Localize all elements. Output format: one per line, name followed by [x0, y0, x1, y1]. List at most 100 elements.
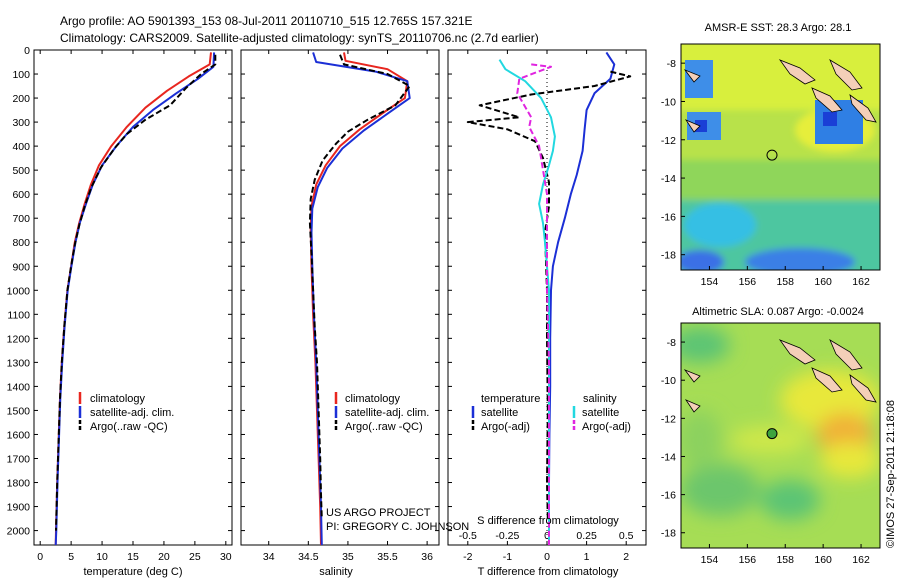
map-y-tick-label: -12 — [661, 135, 676, 147]
map-y-tick-label: -18 — [661, 528, 676, 540]
series-line-t-satellite — [548, 51, 616, 545]
map-y-tick-label: -10 — [661, 96, 676, 108]
y-tick-label: 1900 — [7, 502, 31, 514]
map-x-tick-label: 162 — [852, 276, 870, 288]
t-difference-label: T difference from climatology — [478, 566, 619, 578]
land-island — [778, 59, 816, 85]
y-tick-label: 1300 — [7, 357, 31, 369]
salinity-panel-frame — [240, 49, 440, 546]
legend-s-argo-label: Argo(-adj) — [582, 421, 631, 433]
sst-cloud-mask — [685, 60, 713, 98]
difference-legend: temperature salinity satellite Argo(-adj… — [471, 393, 631, 433]
y-tick-label: 1800 — [7, 478, 31, 490]
legend-s-satellite-label: satellite — [582, 407, 619, 419]
sla-argo-location-marker — [766, 428, 778, 440]
legend-climatology-label: climatology — [345, 393, 401, 405]
s-tick-label: 0 — [544, 530, 550, 542]
y-tick-label: 300 — [12, 117, 30, 129]
y-tick-label: 900 — [12, 261, 30, 273]
land-island — [684, 399, 701, 413]
map-y-tick-label: -8 — [667, 58, 676, 70]
map-x-tick-label: 160 — [814, 276, 832, 288]
salinity-legend: climatology satellite-adj. clim. Argo(..… — [334, 392, 429, 433]
land-island — [829, 59, 863, 91]
sst-field — [681, 44, 880, 270]
imos-timestamp: ©IMOS 27-Sep-2011 21:18:08 — [885, 400, 897, 548]
y-tick-label: 700 — [12, 213, 30, 225]
salinity-chart: 34 34.5 35 35.5 36 — [241, 49, 439, 563]
land-island — [849, 94, 877, 123]
temperature-xlabel: temperature (deg C) — [83, 566, 182, 578]
land-island — [811, 367, 843, 393]
temperature-chart: 0100200300400500600700800900100011001200… — [7, 45, 232, 563]
x-tick-label: 15 — [127, 551, 139, 563]
land-island — [684, 119, 701, 133]
x-tick-label: 10 — [96, 551, 108, 563]
map-x-tick-label: 158 — [776, 276, 794, 288]
x-tick-label: 36 — [421, 551, 433, 563]
sst-map-frame — [680, 43, 881, 271]
map-y-tick-label: -18 — [661, 250, 676, 262]
legend-satellite-label: satellite-adj. clim. — [345, 407, 429, 419]
map-x-tick-label: 162 — [852, 554, 870, 566]
map-x-tick-label: 154 — [701, 276, 719, 288]
s-tick-label: -0.5 — [459, 530, 477, 542]
x-tick-label: 30 — [220, 551, 232, 563]
map-y-tick-label: -16 — [661, 211, 676, 223]
x-tick-label: 20 — [158, 551, 170, 563]
land-island — [683, 369, 701, 383]
x-tick-label: 2 — [623, 551, 629, 563]
map-x-tick-label: 154 — [701, 554, 719, 566]
y-tick-label: 1100 — [7, 309, 30, 321]
pi-credit: PI: GREGORY C. JOHNSON — [326, 521, 469, 533]
x-tick-label: 5 — [68, 551, 74, 563]
y-tick-label: 400 — [12, 141, 30, 153]
sst-cold-patch-west — [681, 250, 724, 270]
temperature-legend: climatology satellite-adj. clim. Argo(..… — [78, 392, 174, 433]
sla-map: Altimetric SLA: 0.087 Argo: -0.0024 — [661, 306, 881, 566]
sst-cold-patch — [745, 248, 855, 270]
map-x-tick-label: 156 — [739, 554, 757, 566]
sla-field — [681, 323, 880, 548]
series-line-climatology — [309, 52, 409, 546]
y-tick-label: 100 — [12, 69, 30, 81]
sla-low-patch — [681, 327, 730, 363]
legend-climatology-label: climatology — [90, 393, 146, 405]
sla-map-frame — [680, 322, 881, 549]
y-tick-label: 500 — [12, 165, 30, 177]
map-y-tick-label: -16 — [661, 490, 676, 502]
figure-title-line2: Climatology: CARS2009. Satellite-adjuste… — [60, 31, 539, 45]
y-tick-label: 1500 — [7, 405, 31, 417]
x-tick-label: -1 — [503, 551, 512, 563]
sst-cloud-mask — [695, 120, 707, 132]
project-credit: US ARGO PROJECT — [326, 507, 431, 519]
sla-mid-patch — [730, 426, 810, 454]
map-x-tick-label: 158 — [776, 554, 794, 566]
y-tick-label: 1200 — [7, 333, 31, 345]
map-y-tick-label: -14 — [661, 451, 676, 463]
y-tick-label: 1600 — [7, 429, 31, 441]
sst-cloud-mask — [823, 112, 837, 126]
y-tick-label: 200 — [12, 93, 30, 105]
sla-map-axes: 154 156 158 160 162 -8 -10 -12 -14 -16 -18 — [661, 337, 870, 566]
sla-land — [683, 339, 877, 413]
x-tick-label: 0 — [37, 551, 43, 563]
land-island — [849, 374, 877, 403]
map-y-tick-label: -10 — [661, 375, 676, 387]
series-line-s-argo-adj- — [516, 63, 552, 545]
y-tick-label: 1000 — [7, 285, 31, 297]
sst-argo-location-marker — [766, 149, 778, 161]
map-y-tick-label: -14 — [661, 173, 676, 185]
y-tick-label: 1700 — [7, 453, 31, 465]
series-line-satellite-adj-clim- — [310, 52, 411, 546]
temperature-panel-frame — [33, 49, 233, 546]
series-line-argo-raw-qc- — [308, 54, 411, 519]
legend-satellite-label: satellite-adj. clim. — [90, 407, 174, 419]
x-tick-label: 35.5 — [377, 551, 398, 563]
map-y-tick-label: -12 — [661, 413, 676, 425]
sst-land — [683, 59, 877, 133]
y-tick-label: 600 — [12, 189, 30, 201]
legend-temperature-header: temperature — [481, 393, 540, 405]
s-difference-label: S difference from climatology — [477, 515, 619, 527]
